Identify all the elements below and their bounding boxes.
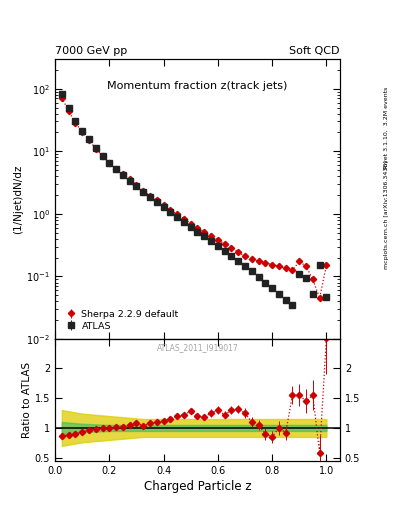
- Legend: Sherpa 2.2.9 default, ATLAS: Sherpa 2.2.9 default, ATLAS: [60, 306, 182, 334]
- Text: 7000 GeV pp: 7000 GeV pp: [55, 46, 127, 56]
- Y-axis label: (1/Njet)dN/dz: (1/Njet)dN/dz: [13, 164, 24, 233]
- Text: mcplots.cern.ch [arXiv:1306.3436]: mcplots.cern.ch [arXiv:1306.3436]: [384, 161, 389, 269]
- X-axis label: Charged Particle z: Charged Particle z: [144, 480, 251, 493]
- Text: Soft QCD: Soft QCD: [290, 46, 340, 56]
- Text: ATLAS_2011_I919017: ATLAS_2011_I919017: [156, 343, 239, 352]
- Text: Momentum fraction z(track jets): Momentum fraction z(track jets): [107, 81, 288, 91]
- Y-axis label: Ratio to ATLAS: Ratio to ATLAS: [22, 362, 32, 438]
- Text: Rivet 3.1.10,  3.2M events: Rivet 3.1.10, 3.2M events: [384, 87, 389, 169]
